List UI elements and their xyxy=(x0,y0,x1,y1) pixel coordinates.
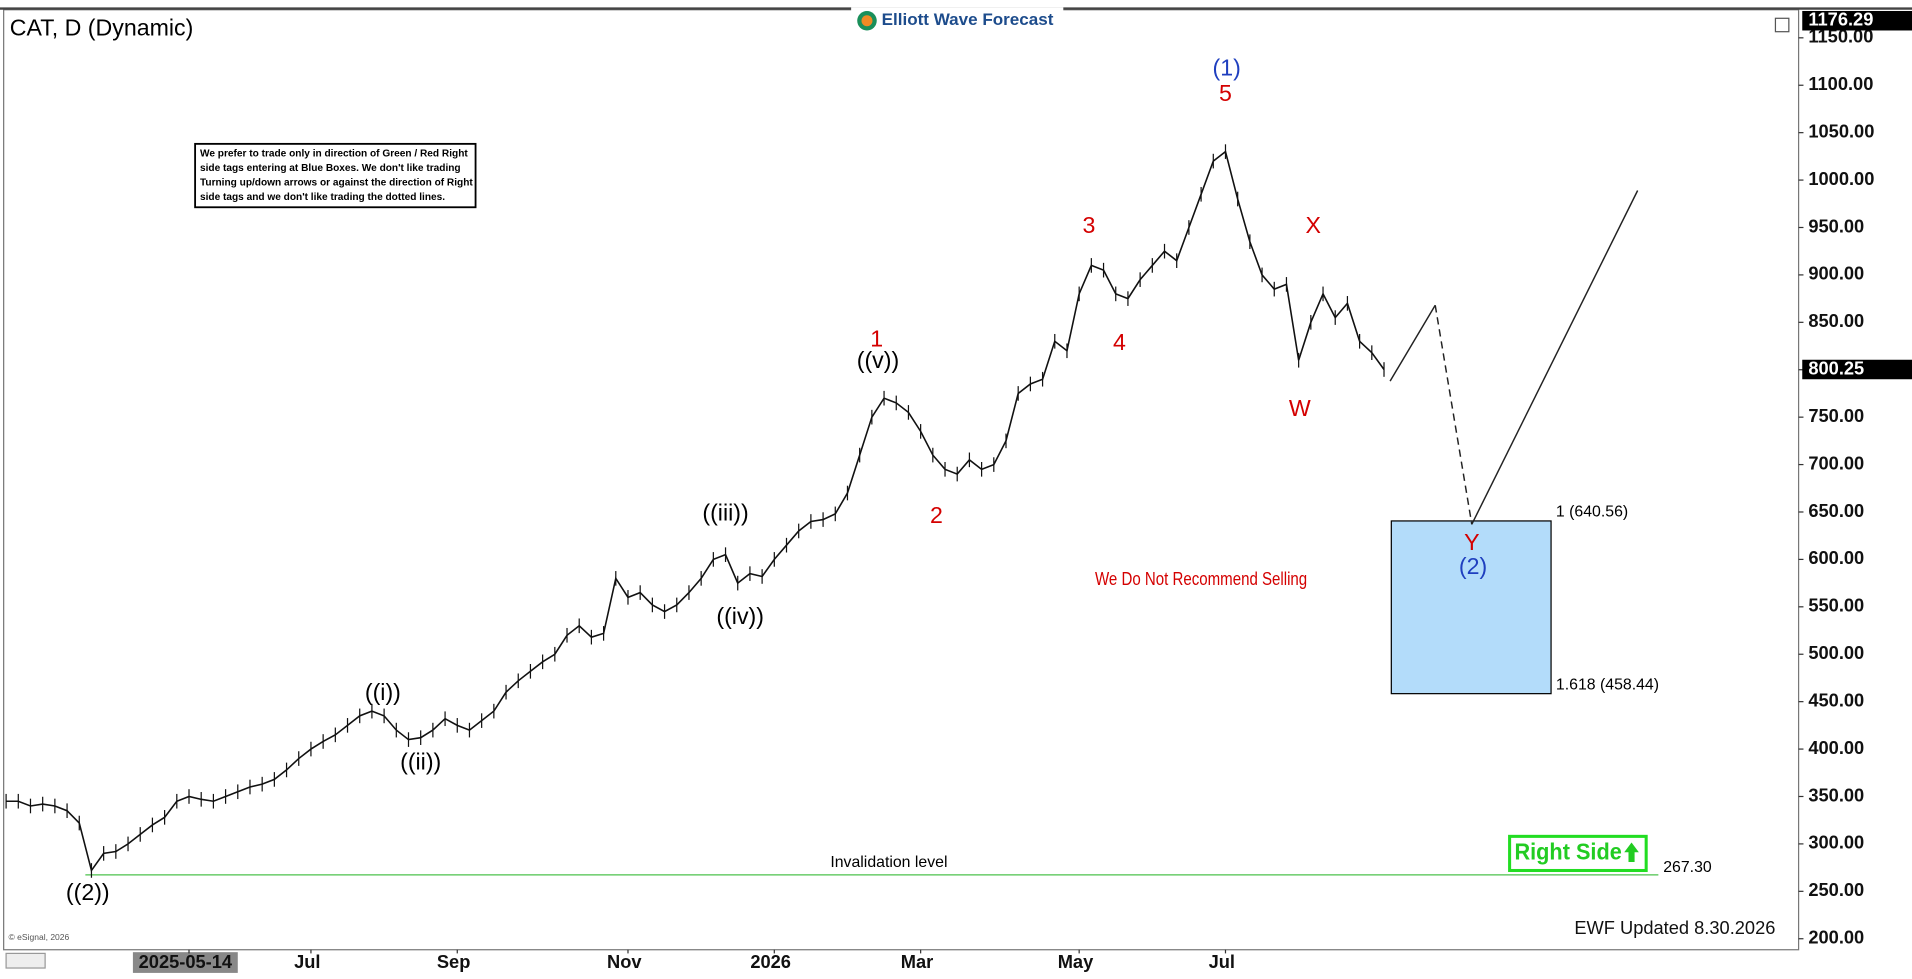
wave-label: W xyxy=(1289,395,1311,421)
y-tick-label: 750.00 xyxy=(1808,405,1864,426)
projection-line xyxy=(1471,190,1639,525)
target-box xyxy=(1390,520,1552,695)
last-price-bg xyxy=(1802,359,1912,380)
target-top-label: 1 (640.56) xyxy=(1556,504,1628,521)
x-tick-label: Jul xyxy=(1209,951,1235,972)
warning-text: We Do Not Recommend Selling xyxy=(1095,568,1307,589)
wave-label: ((i)) xyxy=(365,679,401,705)
wave-label: (1) xyxy=(1213,55,1241,81)
y-tick-label: 850.00 xyxy=(1808,310,1864,331)
wave-label: X xyxy=(1306,212,1321,238)
updated-text: EWF Updated 8.30.2026 xyxy=(1574,917,1775,938)
y-tick-label: 200.00 xyxy=(1808,927,1864,948)
y-tick-label: 350.00 xyxy=(1808,784,1864,805)
wave-label: ((iii)) xyxy=(702,500,748,526)
y-tick-label: 450.00 xyxy=(1808,689,1864,710)
y-tick-label: 500.00 xyxy=(1808,642,1864,663)
y-tick-label: 600.00 xyxy=(1808,547,1864,568)
y-tick-label: 550.00 xyxy=(1808,595,1864,616)
last-price: 800.25 xyxy=(1808,357,1864,378)
x-date-highlight xyxy=(132,952,238,973)
x-tick-label: Jul xyxy=(294,951,320,972)
wave-label: 2 xyxy=(930,502,943,528)
logo-text: Elliott Wave Forecast xyxy=(882,10,1054,29)
wave-label: 4 xyxy=(1113,329,1126,355)
x-tick-label: 2025-05-14 xyxy=(139,951,233,972)
right-side-frame xyxy=(1508,834,1648,873)
target-bottom-label: 1.618 (458.44) xyxy=(1556,676,1659,693)
wave-label: ((iv)) xyxy=(716,603,764,629)
note-box: We prefer to trade only in direction of … xyxy=(194,142,477,209)
wave-label: Y xyxy=(1464,529,1479,555)
note-line: Turning up/down arrows or against the di… xyxy=(200,178,473,189)
y-tick-label: 250.00 xyxy=(1808,879,1864,900)
y-tick-label: 300.00 xyxy=(1808,832,1864,853)
y-tick-label: 400.00 xyxy=(1808,737,1864,758)
y-tick-label: 650.00 xyxy=(1808,500,1864,521)
dyn-button[interactable] xyxy=(5,952,46,969)
invalidation-label: Invalidation level xyxy=(830,854,947,871)
up-arrow xyxy=(1624,842,1639,862)
logo-bg xyxy=(851,7,1064,35)
x-tick-label: Nov xyxy=(607,951,642,972)
logo: Elliott Wave Forecast xyxy=(851,7,1064,35)
x-tick-label: Sep xyxy=(437,951,471,972)
invalidation-value: 267.30 xyxy=(1663,859,1712,876)
chart-title: CAT, D (Dynamic) xyxy=(10,14,194,40)
y-tick-label: 1150.00 xyxy=(1808,26,1873,47)
wave-label: 1 xyxy=(870,325,883,351)
wave-label: 3 xyxy=(1082,212,1095,238)
high-label: 1176.29 xyxy=(1808,9,1873,30)
x-tick-label: Mar xyxy=(901,951,933,972)
right-side-text: Right Side xyxy=(1514,839,1621,865)
x-tick-label: May xyxy=(1058,951,1094,972)
high-label-bg xyxy=(1802,10,1912,31)
y-tick-label: 900.00 xyxy=(1808,263,1864,284)
note-line: side tags and we don't like trading the … xyxy=(200,192,445,203)
y-tick-label: 1100.00 xyxy=(1808,73,1873,94)
y-tick-label: 1050.00 xyxy=(1808,120,1874,141)
x-tick-label: 2026 xyxy=(750,951,791,972)
wave-label: ((v)) xyxy=(857,347,899,373)
note-line: side tags entering at Blue Boxes. We don… xyxy=(200,163,461,174)
wave-label: ((ii)) xyxy=(400,748,441,774)
price-line xyxy=(6,150,1385,873)
y-tick-label: 700.00 xyxy=(1808,452,1864,473)
window-icon[interactable] xyxy=(1774,17,1790,33)
projection-line xyxy=(1389,304,1436,382)
note-line: We prefer to trade only in direction of … xyxy=(200,148,468,159)
wave-label: ((2)) xyxy=(66,879,110,905)
logo-icon-inner xyxy=(861,15,873,27)
note-frame xyxy=(194,142,477,209)
projection-line xyxy=(1434,305,1473,525)
y-tick-label: 1000.00 xyxy=(1808,168,1874,189)
y-tick-label: 950.00 xyxy=(1808,215,1864,236)
copyright: © eSignal, 2026 xyxy=(9,932,70,942)
right-side-tag: Right Side xyxy=(1508,834,1648,873)
wave-label: (2) xyxy=(1459,553,1487,579)
wave-label: 5 xyxy=(1219,80,1232,106)
